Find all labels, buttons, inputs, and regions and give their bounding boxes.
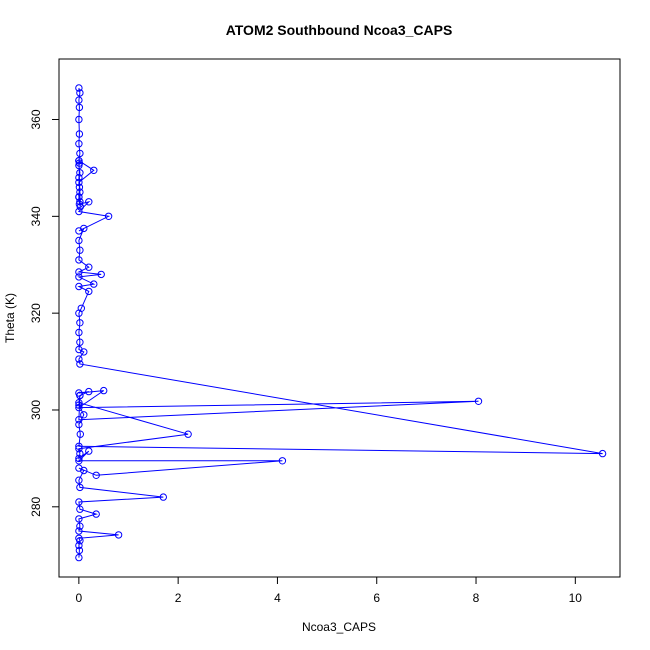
data-point bbox=[76, 449, 84, 458]
data-point bbox=[85, 387, 93, 396]
y-tick-label: 300 bbox=[29, 400, 43, 420]
data-point bbox=[75, 183, 84, 192]
data-point bbox=[75, 115, 83, 124]
plot-area bbox=[75, 84, 607, 562]
data-point bbox=[75, 403, 83, 412]
data-point bbox=[75, 236, 83, 245]
data-point bbox=[80, 411, 88, 419]
data-point bbox=[75, 193, 83, 201]
x-tick-label: 6 bbox=[373, 591, 380, 605]
data-point bbox=[76, 319, 84, 327]
data-point bbox=[75, 328, 83, 337]
data-point bbox=[76, 188, 84, 196]
data-point bbox=[75, 515, 83, 523]
x-tick-label: 8 bbox=[473, 591, 480, 605]
data-point bbox=[76, 169, 84, 177]
data-point bbox=[75, 161, 83, 170]
x-tick-label: 0 bbox=[76, 591, 83, 605]
data-point bbox=[76, 360, 84, 368]
data-point bbox=[75, 282, 83, 291]
data-point bbox=[92, 471, 100, 479]
data-point bbox=[474, 397, 483, 405]
data-point bbox=[75, 96, 83, 104]
data-point bbox=[75, 103, 84, 112]
data-point bbox=[76, 537, 84, 545]
data-point bbox=[75, 268, 83, 276]
data-point bbox=[76, 246, 84, 254]
data-point bbox=[75, 207, 83, 216]
data-point bbox=[85, 198, 93, 206]
data-point bbox=[75, 157, 83, 165]
x-axis-label: Ncoa3_CAPS bbox=[302, 620, 376, 634]
data-point bbox=[75, 178, 83, 187]
y-tick-label: 320 bbox=[29, 303, 43, 323]
data-point bbox=[75, 416, 83, 424]
data-point bbox=[75, 130, 84, 138]
data-point bbox=[76, 430, 85, 438]
data-point bbox=[75, 553, 83, 562]
data-point bbox=[76, 522, 84, 530]
y-tick-label: 360 bbox=[29, 109, 43, 129]
data-point bbox=[85, 287, 93, 296]
x-tick-label: 10 bbox=[569, 591, 583, 605]
data-point bbox=[75, 527, 83, 535]
data-point bbox=[80, 348, 88, 356]
data-point bbox=[75, 399, 83, 407]
data-point bbox=[90, 166, 98, 175]
chart-title: ATOM2 Southbound Ncoa3_CAPS bbox=[226, 22, 453, 38]
series-line bbox=[77, 87, 603, 558]
plot-frame bbox=[58, 58, 621, 578]
data-point bbox=[278, 457, 287, 465]
x-tick-label: 2 bbox=[175, 591, 182, 605]
data-point bbox=[76, 338, 84, 346]
data-point bbox=[75, 454, 83, 463]
data-point bbox=[75, 498, 83, 506]
data-point bbox=[75, 457, 83, 465]
data-point bbox=[85, 447, 93, 455]
data-point bbox=[75, 442, 83, 450]
data-point bbox=[97, 270, 105, 279]
data-point bbox=[104, 212, 113, 221]
x-axis: 0 2 4 6 8 10 bbox=[76, 576, 583, 605]
data-point bbox=[90, 280, 98, 288]
data-point bbox=[76, 149, 84, 158]
data-point bbox=[80, 466, 88, 475]
data-point bbox=[85, 263, 93, 271]
data-point bbox=[75, 546, 84, 555]
data-point bbox=[75, 140, 83, 148]
data-point bbox=[75, 273, 83, 281]
data-point bbox=[76, 89, 84, 97]
data-point bbox=[75, 355, 83, 363]
data-point bbox=[75, 401, 83, 409]
y-tick-label: 280 bbox=[29, 496, 43, 516]
data-point bbox=[75, 476, 83, 484]
data-point bbox=[75, 445, 83, 453]
data-point bbox=[75, 200, 84, 208]
data-point bbox=[75, 256, 83, 264]
data-point bbox=[76, 391, 84, 400]
data-point bbox=[92, 510, 100, 518]
data-point bbox=[114, 531, 123, 539]
data-point bbox=[80, 224, 88, 233]
data-point bbox=[76, 505, 84, 513]
data-point bbox=[76, 483, 84, 492]
y-axis-label: Theta (K) bbox=[3, 293, 17, 343]
data-point bbox=[75, 173, 83, 182]
data-point bbox=[75, 420, 83, 429]
data-point bbox=[100, 386, 108, 395]
y-tick-label: 340 bbox=[29, 206, 43, 226]
y-axis: 280 300 320 340 360 bbox=[29, 109, 60, 517]
data-point bbox=[598, 449, 607, 458]
data-point bbox=[184, 430, 192, 438]
data-point bbox=[159, 493, 168, 501]
data-point bbox=[75, 309, 83, 317]
data-point bbox=[75, 541, 83, 550]
x-tick-label: 4 bbox=[274, 591, 281, 605]
data-point bbox=[75, 84, 83, 92]
